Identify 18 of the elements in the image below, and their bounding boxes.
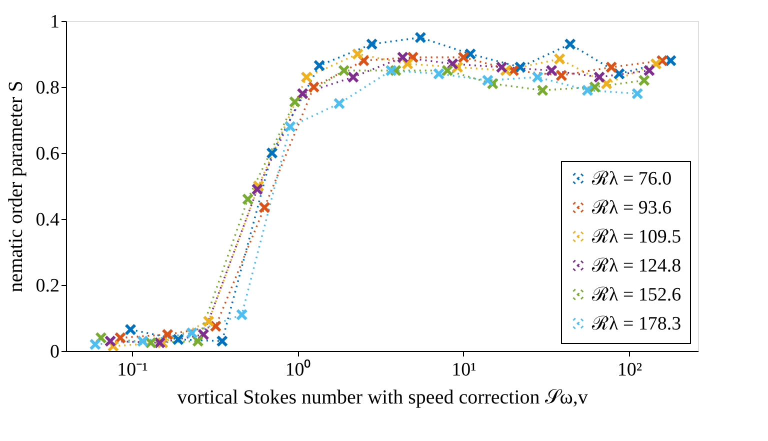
- legend-label: ℛλ = 109.5: [591, 226, 682, 248]
- x-tick-label: 10⁻¹: [117, 360, 148, 380]
- y-axis-title: nematic order parameter S: [4, 80, 27, 292]
- x-tick-label: 10⁰: [285, 358, 312, 380]
- legend-label: ℛλ = 152.6: [591, 284, 682, 306]
- legend-label: ℛλ = 124.8: [591, 256, 682, 276]
- legend-label: ℛλ = 178.3: [591, 314, 682, 334]
- y-tick-label: 0.8: [36, 78, 60, 98]
- y-tick-label: 0.2: [36, 276, 60, 296]
- x-axis-title: vortical Stokes number with speed correction 𝒮ω,v: [177, 386, 588, 408]
- y-tick-label: 0.6: [36, 144, 60, 164]
- y-tick-label: 0.4: [36, 210, 60, 230]
- legend-label: ℛλ = 93.6: [591, 198, 672, 218]
- x-tick-label: 10²: [617, 360, 642, 380]
- y-tick-label: 0: [50, 342, 60, 362]
- legend-label: ℛλ = 76.0: [591, 168, 672, 190]
- x-tick-label: 10¹: [452, 360, 477, 380]
- y-tick-label: 1: [50, 12, 60, 32]
